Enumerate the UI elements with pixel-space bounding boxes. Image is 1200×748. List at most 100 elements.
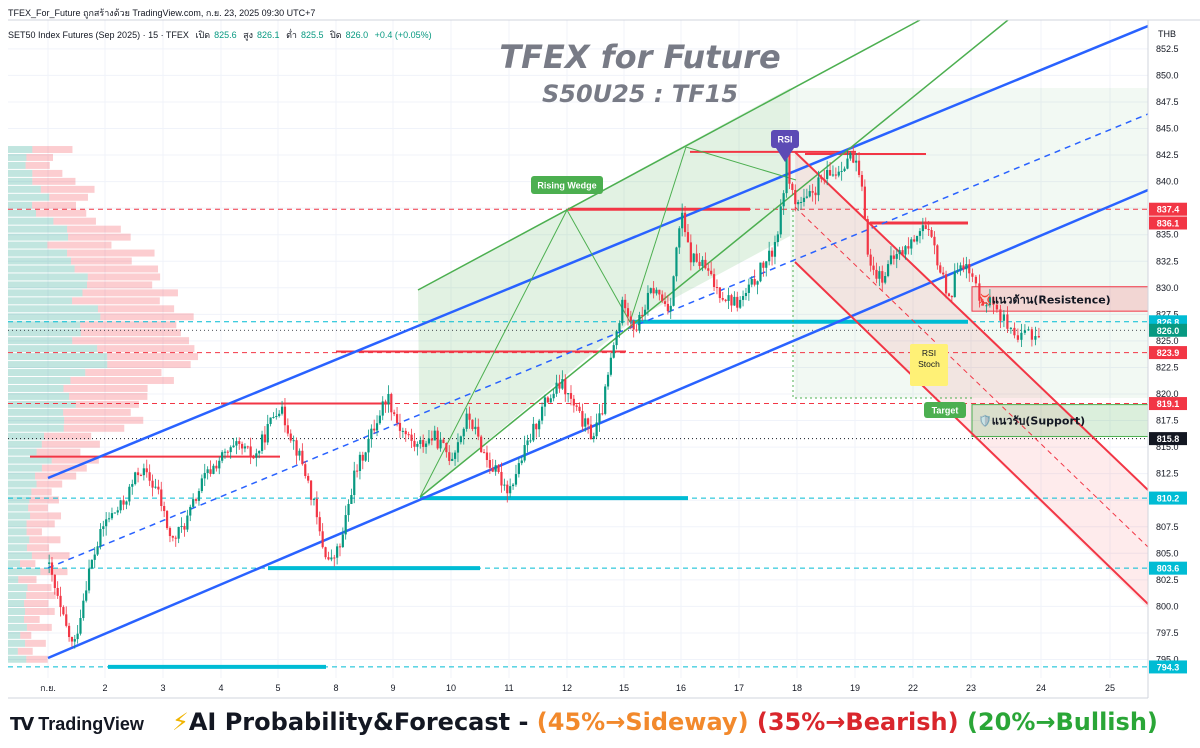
candle-body: [145, 468, 148, 473]
volume-bar-up: [8, 639, 26, 647]
candle-body: [375, 423, 379, 431]
volume-bar-down: [26, 655, 48, 663]
candle-body: [252, 457, 255, 459]
candle-body: [255, 453, 258, 458]
price-label: 819.1: [1149, 397, 1187, 411]
footer-bar: 𝗧𝗩 TradingView ⚡AI Probability&Forecast -…: [0, 702, 1200, 748]
candle-body: [543, 397, 547, 407]
candle-body: [136, 472, 140, 476]
price-label-text: 803.6: [1157, 564, 1180, 574]
volume-bar-up: [8, 177, 33, 185]
resistance-label: 💢แนวต้าน(Resistence): [978, 293, 1111, 306]
candle-body: [529, 440, 532, 442]
candle-body: [298, 450, 301, 456]
candle-body: [744, 292, 748, 297]
candle-body: [724, 299, 727, 301]
volume-bar-down: [75, 400, 139, 408]
candle-body: [532, 423, 535, 441]
candle-body: [338, 546, 342, 548]
support-zone: [971, 404, 1148, 437]
candle-body: [834, 174, 837, 176]
volume-bar-up: [8, 576, 19, 584]
volume-bar-down: [69, 392, 148, 400]
candle-body: [511, 484, 515, 487]
price-label: 836.1: [1149, 216, 1187, 230]
x-tick-label: 4: [218, 683, 223, 693]
candle-body: [67, 625, 71, 638]
candle-body: [442, 439, 445, 444]
price-label-text: 823.9: [1157, 348, 1180, 358]
candle-body: [572, 398, 575, 406]
candle-body: [857, 160, 861, 175]
candle-body: [791, 183, 794, 190]
candle-body: [535, 423, 538, 430]
candle-body: [110, 513, 114, 519]
candle-body: [523, 445, 526, 461]
price-label-text: 810.2: [1157, 494, 1180, 504]
tradingview-logo[interactable]: 𝗧𝗩 TradingView: [10, 714, 144, 735]
candle-body: [341, 534, 344, 548]
x-tick-label: 17: [734, 683, 744, 693]
candle-body: [174, 537, 177, 539]
x-tick-label: 18: [792, 683, 802, 693]
candle-body: [721, 298, 724, 300]
candle-body: [586, 418, 590, 425]
candle-body: [309, 480, 313, 500]
candle-body: [985, 305, 988, 307]
volume-bar-down: [36, 448, 81, 456]
wedge-lower-line: [419, 20, 1009, 498]
symbol-name[interactable]: SET50 Index Futures (Sep 2025) · 15 · TF…: [8, 30, 189, 40]
candle-body: [794, 189, 797, 205]
candle-body: [56, 587, 59, 596]
high-label: สูง: [243, 30, 254, 40]
volume-bar-down: [67, 225, 121, 233]
candle-body: [1034, 336, 1037, 340]
candle-body: [258, 450, 261, 454]
volume-bar-up: [8, 353, 108, 361]
change-value: +0.4 (+0.05%): [374, 30, 432, 40]
candle-body: [336, 546, 339, 558]
candle-body: [404, 430, 407, 435]
y-tick-label: 832.5: [1156, 256, 1179, 266]
volume-bar-up: [8, 488, 32, 496]
volume-bar-up: [8, 615, 25, 623]
candle-body: [988, 297, 991, 306]
candle-body: [811, 191, 814, 193]
wedge-upper-line: [417, 20, 921, 291]
candle-body: [471, 419, 474, 430]
x-tick-label: 12: [562, 683, 572, 693]
y-tick-label: 845.0: [1156, 124, 1179, 134]
support-label: 🛡️แนวรับ(Support): [978, 415, 1085, 428]
candle-body: [355, 470, 359, 472]
x-tick-label: 5: [275, 683, 280, 693]
candle-body: [669, 305, 672, 312]
y-tick-label: 807.5: [1156, 522, 1179, 532]
rsi-top-label: RSI: [771, 130, 799, 148]
candle-body: [595, 422, 598, 437]
volume-bar-up: [8, 265, 75, 273]
candle-body: [820, 177, 823, 179]
candle-body: [203, 472, 206, 479]
candle-body: [601, 413, 604, 415]
candle-body: [808, 191, 811, 197]
candle-body: [663, 301, 667, 304]
candle-body: [898, 250, 901, 255]
symbol-legend[interactable]: SET50 Index Futures (Sep 2025) · 15 · TF…: [8, 28, 436, 42]
candle-body: [122, 500, 125, 505]
candle-body: [915, 235, 919, 242]
low-value: 825.5: [300, 30, 324, 40]
price-label: 837.4: [1149, 202, 1187, 216]
candle-body: [843, 168, 846, 171]
volume-bar-up: [8, 424, 64, 432]
candle-body: [626, 308, 630, 317]
candle-body: [606, 374, 610, 387]
candle-body: [683, 212, 687, 233]
volume-bar-up: [8, 337, 73, 345]
open-label: เปิด: [195, 30, 211, 40]
volume-bar-down: [107, 353, 199, 361]
candle-body: [704, 259, 707, 269]
volume-bar-down: [26, 623, 52, 631]
candle-body: [733, 296, 736, 306]
candle-body: [378, 415, 381, 424]
